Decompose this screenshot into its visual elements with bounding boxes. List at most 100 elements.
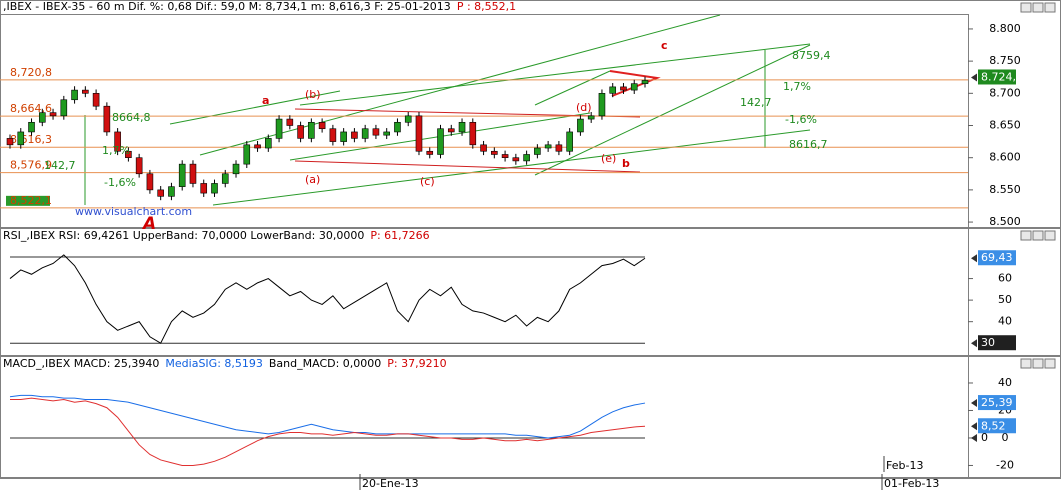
x-tick-label: 20-Ene-13 bbox=[362, 477, 419, 490]
channel-line bbox=[294, 160, 641, 173]
button[interactable] bbox=[1032, 358, 1044, 369]
candle-body bbox=[135, 157, 143, 175]
y-tick-label: -20 bbox=[996, 458, 1014, 471]
button[interactable] bbox=[1020, 358, 1032, 369]
candle-body bbox=[6, 138, 14, 146]
trend-line bbox=[534, 44, 811, 176]
candle-body bbox=[232, 163, 240, 175]
button[interactable] bbox=[1044, 230, 1056, 241]
end-marker bbox=[971, 422, 977, 431]
candle-body bbox=[297, 125, 304, 139]
annotation: (c) bbox=[420, 175, 435, 188]
annotation: 142,7 bbox=[44, 159, 76, 172]
end-label-text: 25,39 bbox=[981, 396, 1013, 409]
header-item: P : 8,552,1 bbox=[457, 0, 516, 13]
end-marker bbox=[971, 399, 977, 408]
candle-body bbox=[480, 144, 487, 152]
candle-body bbox=[38, 112, 46, 123]
x-tick-label: Feb-13 bbox=[886, 459, 923, 472]
candle-body bbox=[221, 173, 229, 184]
header-item: MACD_,IBEX MACD: 25,3940 bbox=[3, 357, 159, 370]
candle-body bbox=[146, 173, 154, 191]
candle-body bbox=[523, 154, 530, 162]
y-tick-label: 8.550 bbox=[989, 183, 1021, 196]
candle-body bbox=[103, 105, 111, 133]
annotation: (e) bbox=[601, 152, 616, 165]
candle-body bbox=[254, 144, 261, 149]
annotation: (a) bbox=[305, 173, 320, 186]
y-tick-label: 50 bbox=[998, 293, 1012, 306]
candle-body bbox=[351, 131, 358, 139]
candle-body bbox=[566, 131, 573, 152]
annotation: b bbox=[622, 157, 630, 170]
y-tick-label: 60 bbox=[998, 272, 1012, 285]
candle-body bbox=[404, 115, 412, 123]
candle-body bbox=[620, 86, 627, 91]
candle-body bbox=[49, 112, 57, 117]
annotation: (b) bbox=[305, 88, 321, 101]
button[interactable] bbox=[1044, 358, 1056, 369]
candle-body bbox=[60, 99, 68, 117]
candle-body bbox=[544, 144, 552, 149]
series-line bbox=[9, 254, 646, 344]
level-label: 8,664,6 bbox=[10, 102, 52, 115]
annotation: -1,6% bbox=[104, 176, 136, 189]
button[interactable] bbox=[1044, 2, 1056, 13]
button[interactable] bbox=[1032, 2, 1044, 13]
annotation: 1,7% bbox=[102, 144, 130, 157]
y-tick-label: 0 bbox=[1002, 431, 1009, 444]
candle-body bbox=[555, 144, 563, 152]
candle-body bbox=[361, 128, 369, 139]
end-marker bbox=[971, 73, 977, 82]
y-tick-label: 8.800 bbox=[989, 22, 1021, 35]
level-label: 8,720,8 bbox=[10, 66, 52, 79]
end-box bbox=[978, 69, 1016, 85]
y-tick-label: 8.700 bbox=[989, 86, 1021, 99]
end-label: 69,43 bbox=[971, 250, 1016, 266]
end-marker bbox=[971, 339, 977, 348]
y-tick-label: 8.500 bbox=[989, 215, 1021, 228]
series-line bbox=[9, 394, 646, 439]
end-marker bbox=[971, 254, 977, 263]
button[interactable] bbox=[1032, 230, 1044, 241]
candle-body bbox=[447, 128, 455, 133]
annotation: -1,6% bbox=[785, 113, 817, 126]
end-box bbox=[978, 395, 1016, 411]
candle-body bbox=[458, 121, 466, 133]
end-box bbox=[978, 418, 1016, 434]
candle-body bbox=[630, 83, 638, 91]
candle-body bbox=[286, 118, 294, 126]
annotation: 142,7 bbox=[740, 96, 772, 109]
y-tick-label: 40 bbox=[998, 315, 1012, 328]
trend-line bbox=[199, 14, 721, 156]
end-label: 8.724,6 bbox=[971, 69, 1023, 85]
candle-body bbox=[211, 183, 218, 194]
candle-body bbox=[200, 183, 208, 194]
annotation: (d) bbox=[576, 101, 592, 114]
series-line bbox=[10, 397, 646, 466]
end-label: 25,39 bbox=[971, 395, 1016, 411]
panel-header: RSI_,IBEX RSI: 69,4261 UpperBand: 70,000… bbox=[3, 229, 430, 242]
button[interactable] bbox=[1020, 230, 1032, 241]
trend-line bbox=[299, 43, 811, 106]
candle-body bbox=[469, 121, 477, 146]
candle-body bbox=[609, 86, 617, 94]
level-label: 8,616,3 bbox=[10, 133, 52, 146]
candle-body bbox=[125, 150, 132, 158]
annotation: 1,7% bbox=[783, 80, 811, 93]
candle-body bbox=[340, 131, 347, 142]
button[interactable] bbox=[1020, 2, 1032, 13]
trend-line bbox=[534, 70, 611, 106]
annotation: 8759,4 bbox=[792, 49, 831, 62]
candle-body bbox=[372, 128, 380, 136]
end-box bbox=[978, 250, 1016, 266]
candle-body bbox=[587, 115, 595, 120]
candle-body bbox=[491, 150, 498, 155]
level-label: 8,522,1 bbox=[10, 194, 52, 207]
candle-body bbox=[308, 121, 315, 139]
annotation: 8664,8 bbox=[112, 111, 151, 124]
end-marker bbox=[971, 433, 977, 442]
candle-body bbox=[415, 115, 423, 152]
candle-body bbox=[157, 189, 164, 197]
